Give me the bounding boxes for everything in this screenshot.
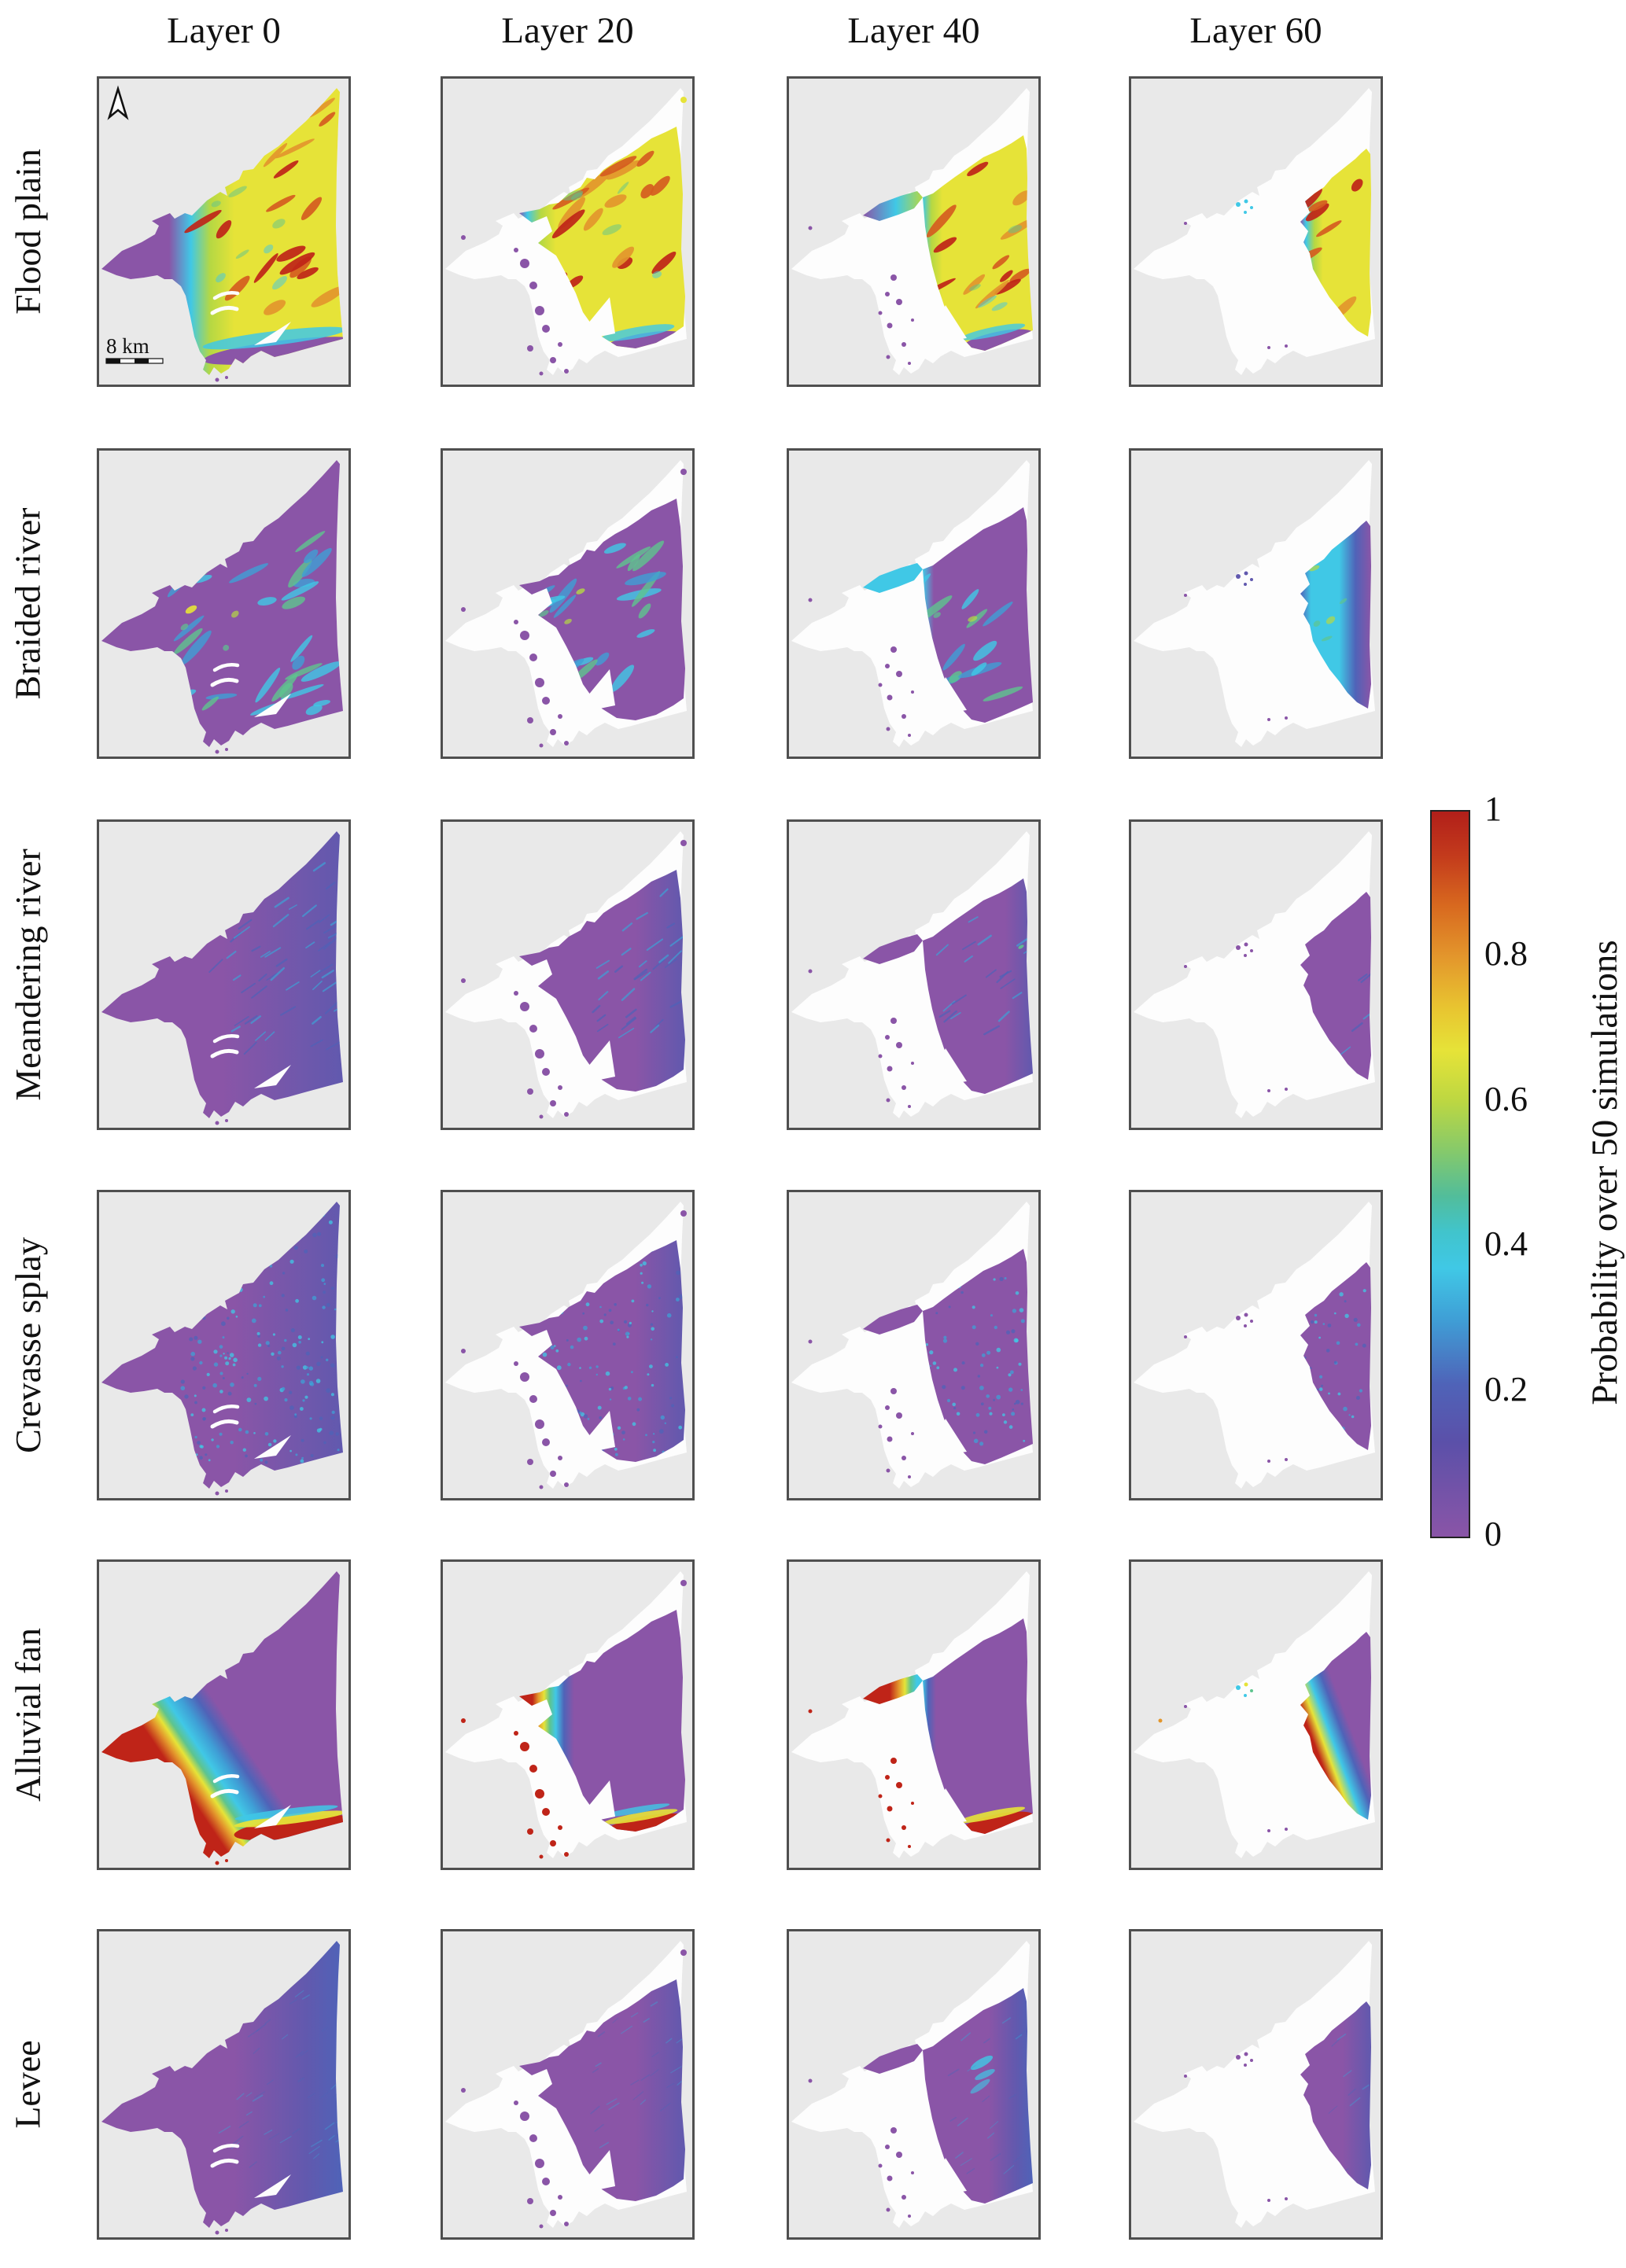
row-label-wrap-1: Braided river xyxy=(0,448,55,759)
map-panel-meandering-river-layer-20 xyxy=(441,819,695,1130)
map-panel-meandering-river-layer-0 xyxy=(97,819,351,1130)
map-panel-crevasse-splay-layer-20 xyxy=(441,1190,695,1500)
row-label-wrap-5: Levee xyxy=(0,1929,55,2240)
map-panel-braided-river-layer-0 xyxy=(97,448,351,759)
column-header-2: Layer 40 xyxy=(847,10,980,51)
row-label-wrap-4: Alluvial fan xyxy=(0,1559,55,1870)
row-label-3: Crevasse splay xyxy=(7,1237,48,1453)
map-panel-braided-river-layer-60 xyxy=(1129,448,1383,759)
colorbar-label: Probability over 50 simulations xyxy=(1584,940,1625,1405)
column-header-0: Layer 0 xyxy=(167,10,281,51)
colorbar-tick-0_6: 0.6 xyxy=(1484,1079,1528,1118)
row-label-wrap-3: Crevasse splay xyxy=(0,1190,55,1500)
row-label-5: Levee xyxy=(7,2040,48,2129)
map-panel-flood-plain-layer-60 xyxy=(1129,76,1383,387)
map-panel-alluvial-fan-layer-0 xyxy=(97,1559,351,1870)
map-panel-levee-layer-20 xyxy=(441,1929,695,2240)
map-panel-braided-river-layer-40 xyxy=(787,448,1041,759)
colorbar-tick-0: 0 xyxy=(1484,1515,1502,1553)
colorbar-tick-0_2: 0.2 xyxy=(1484,1369,1528,1408)
row-label-wrap-2: Meandering river xyxy=(0,819,55,1130)
map-panel-crevasse-splay-layer-40 xyxy=(787,1190,1041,1500)
map-panel-braided-river-layer-20 xyxy=(441,448,695,759)
scale-bar-label: 8 km xyxy=(106,334,149,358)
colorbar-tick-1: 1 xyxy=(1484,790,1502,828)
map-panel-flood-plain-layer-0: 8 km xyxy=(97,76,351,387)
map-panel-crevasse-splay-layer-60 xyxy=(1129,1190,1383,1500)
map-panel-alluvial-fan-layer-20 xyxy=(441,1559,695,1870)
colorbar-tick-0_4: 0.4 xyxy=(1484,1224,1528,1264)
row-label-4: Alluvial fan xyxy=(7,1628,48,1802)
map-panel-meandering-river-layer-40 xyxy=(787,819,1041,1130)
colorbar-tick-0_8: 0.8 xyxy=(1484,934,1528,974)
map-panel-levee-layer-0 xyxy=(97,1929,351,2240)
row-label-wrap-0: Flood plain xyxy=(0,76,55,387)
map-panel-levee-layer-40 xyxy=(787,1929,1041,2240)
map-panel-flood-plain-layer-20 xyxy=(441,76,695,387)
column-header-1: Layer 20 xyxy=(501,10,634,51)
colorbar xyxy=(1430,810,1470,1538)
map-panel-levee-layer-60 xyxy=(1129,1929,1383,2240)
column-header-3: Layer 60 xyxy=(1189,10,1322,51)
map-panel-alluvial-fan-layer-40 xyxy=(787,1559,1041,1870)
row-label-2: Meandering river xyxy=(7,849,48,1101)
row-label-1: Braided river xyxy=(7,507,48,700)
map-panel-meandering-river-layer-60 xyxy=(1129,819,1383,1130)
north-arrow-icon xyxy=(107,85,129,120)
scale-bar: 8 km xyxy=(105,334,164,364)
map-panel-alluvial-fan-layer-60 xyxy=(1129,1559,1383,1870)
row-label-0: Flood plain xyxy=(7,149,48,315)
map-panel-crevasse-splay-layer-0 xyxy=(97,1190,351,1500)
map-panel-flood-plain-layer-40 xyxy=(787,76,1041,387)
